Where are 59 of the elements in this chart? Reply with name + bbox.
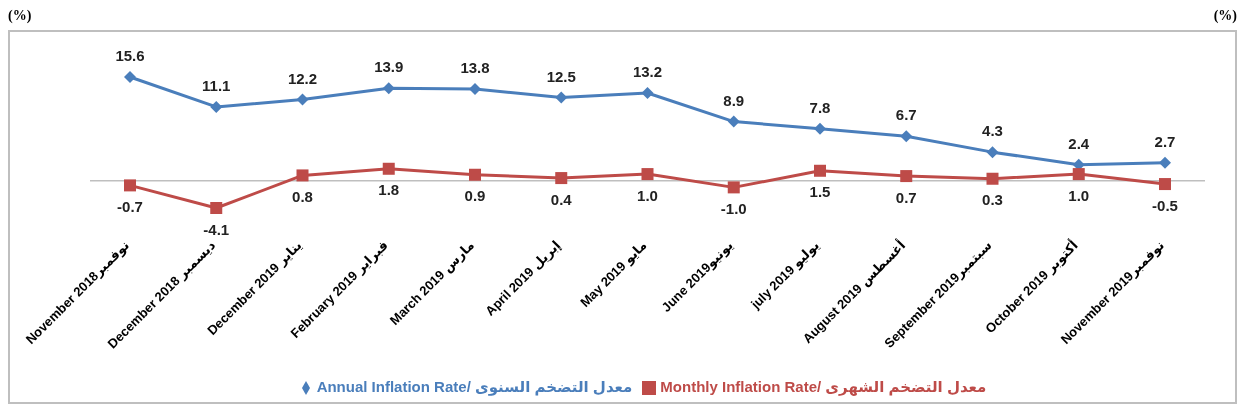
x-tick-label: June 2019يونيو — [658, 237, 736, 315]
data-label: 1.0 — [637, 186, 658, 204]
data-label: 0.9 — [464, 187, 486, 205]
point — [469, 82, 481, 95]
point — [727, 181, 740, 194]
point — [382, 82, 395, 95]
point — [1159, 156, 1171, 169]
data-label: 4.3 — [982, 122, 1003, 140]
point — [814, 122, 826, 135]
y-axis-title: (%) — [8, 8, 32, 24]
data-label: 13.8 — [460, 58, 490, 76]
legend-label: Annual Inflation Rate/ معدل التضخم السنوى — [316, 378, 633, 395]
data-label: 0.4 — [550, 190, 573, 208]
point — [727, 115, 740, 128]
x-tick-label: March 2019 مارس — [386, 237, 478, 328]
point — [986, 172, 999, 185]
point — [555, 91, 568, 104]
data-label: 13.2 — [632, 62, 663, 80]
x-tick-label: May 2019 مايو — [577, 237, 650, 310]
data-label: 1.0 — [1068, 186, 1090, 204]
point — [296, 169, 309, 182]
data-label: 2.4 — [1068, 134, 1090, 152]
data-label: 0.7 — [895, 188, 917, 206]
point — [296, 93, 309, 106]
point — [814, 164, 826, 177]
point — [210, 202, 223, 214]
y2-axis-title: (%) — [1213, 8, 1237, 24]
data-label: 1.5 — [809, 183, 831, 201]
point — [900, 130, 913, 143]
data-label: 12.5 — [546, 67, 576, 85]
data-label: 7.8 — [809, 98, 831, 116]
point — [900, 170, 913, 183]
data-label: -0.7 — [117, 198, 143, 216]
point — [469, 168, 481, 181]
point — [641, 168, 654, 181]
data-label: 2.7 — [1154, 132, 1176, 150]
point — [1159, 178, 1171, 191]
data-label: 6.7 — [895, 106, 917, 124]
data-label: 13.9 — [374, 58, 404, 76]
point — [124, 179, 136, 192]
data-label: 0.3 — [982, 191, 1003, 209]
data-label: 12.2 — [287, 69, 318, 87]
legend-label: Monthly Inflation Rate/ معدل التضخم الشهرى — [660, 378, 987, 395]
data-label: 11.1 — [202, 76, 231, 94]
point — [124, 71, 136, 83]
data-label: -0.5 — [1152, 196, 1178, 214]
data-label: -4.1 — [203, 220, 230, 238]
x-tick-label: july 2019 يوليو — [747, 237, 823, 313]
data-label: 0.8 — [292, 188, 313, 206]
point — [986, 146, 999, 159]
point — [1072, 168, 1085, 181]
data-label: 15.6 — [115, 47, 145, 64]
data-label: 1.8 — [378, 181, 400, 199]
x-tick-label: April 2019 إبريل — [482, 237, 564, 319]
point — [641, 86, 654, 99]
point — [382, 162, 395, 175]
point — [555, 172, 568, 185]
data-label: 8.9 — [723, 91, 745, 109]
data-label: -1.0 — [720, 200, 747, 218]
